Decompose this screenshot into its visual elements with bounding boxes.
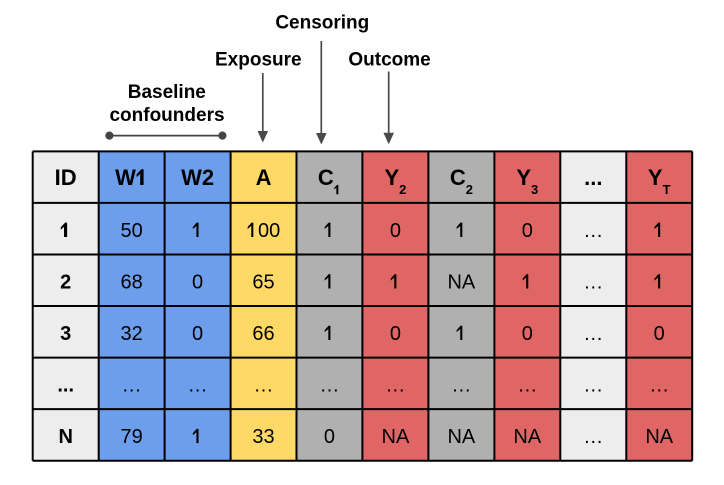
svg-text:...: ... [584,165,602,190]
svg-text:0: 0 [192,272,203,294]
svg-text:…: … [649,375,669,397]
svg-text:…: … [583,426,603,448]
svg-text:Y3: Y3 [516,165,538,197]
svg-text:Y2: Y2 [384,165,406,197]
svg-text:32: 32 [120,323,142,345]
svg-text:…: … [385,375,405,397]
svg-text:0: 0 [522,220,533,242]
svg-text:NA: NA [645,426,673,448]
svg-text:…: … [517,375,537,397]
svg-text:65: 65 [252,272,274,294]
svg-text:NA: NA [447,426,475,448]
svg-text:confounders: confounders [109,105,224,126]
svg-text:…: … [583,323,603,345]
svg-text:0: 0 [192,323,203,345]
svg-text:…: … [583,375,603,397]
svg-text:ID: ID [55,165,77,190]
svg-text:33: 33 [252,426,274,448]
svg-text:00: 00 [258,220,280,242]
svg-text:NA: NA [447,272,475,294]
svg-text:0: 0 [390,220,401,242]
svg-text:Outcome: Outcome [348,50,430,71]
svg-text:50: 50 [120,220,142,242]
svg-text:0: 0 [522,323,533,345]
svg-text:...: ... [57,375,74,397]
svg-text:NA: NA [513,426,541,448]
svg-text:3: 3 [60,323,71,345]
svg-text:W: W [115,165,136,190]
svg-text:Baseline: Baseline [128,82,206,103]
svg-text:W2: W2 [181,165,214,190]
svg-text:79: 79 [120,426,142,448]
svg-text:0: 0 [324,426,335,448]
svg-text:0: 0 [654,323,665,345]
svg-text:Censoring: Censoring [275,13,369,34]
svg-text:NA: NA [382,426,410,448]
svg-text:…: … [583,272,603,294]
svg-text:C2: C2 [450,165,473,197]
svg-text:N: N [58,426,72,448]
svg-text:Exposure: Exposure [215,50,302,71]
svg-text:68: 68 [120,272,142,294]
svg-text:…: … [122,375,142,397]
svg-text:A: A [256,165,272,190]
svg-text:C: C [318,165,334,190]
svg-text:…: … [254,375,274,397]
svg-text:0: 0 [390,323,401,345]
svg-text:66: 66 [252,323,274,345]
svg-text:…: … [188,375,208,397]
svg-text:…: … [583,220,603,242]
svg-text:YT: YT [648,165,671,197]
svg-text:…: … [451,375,471,397]
svg-text:2: 2 [60,272,71,294]
svg-text:…: … [319,375,339,397]
